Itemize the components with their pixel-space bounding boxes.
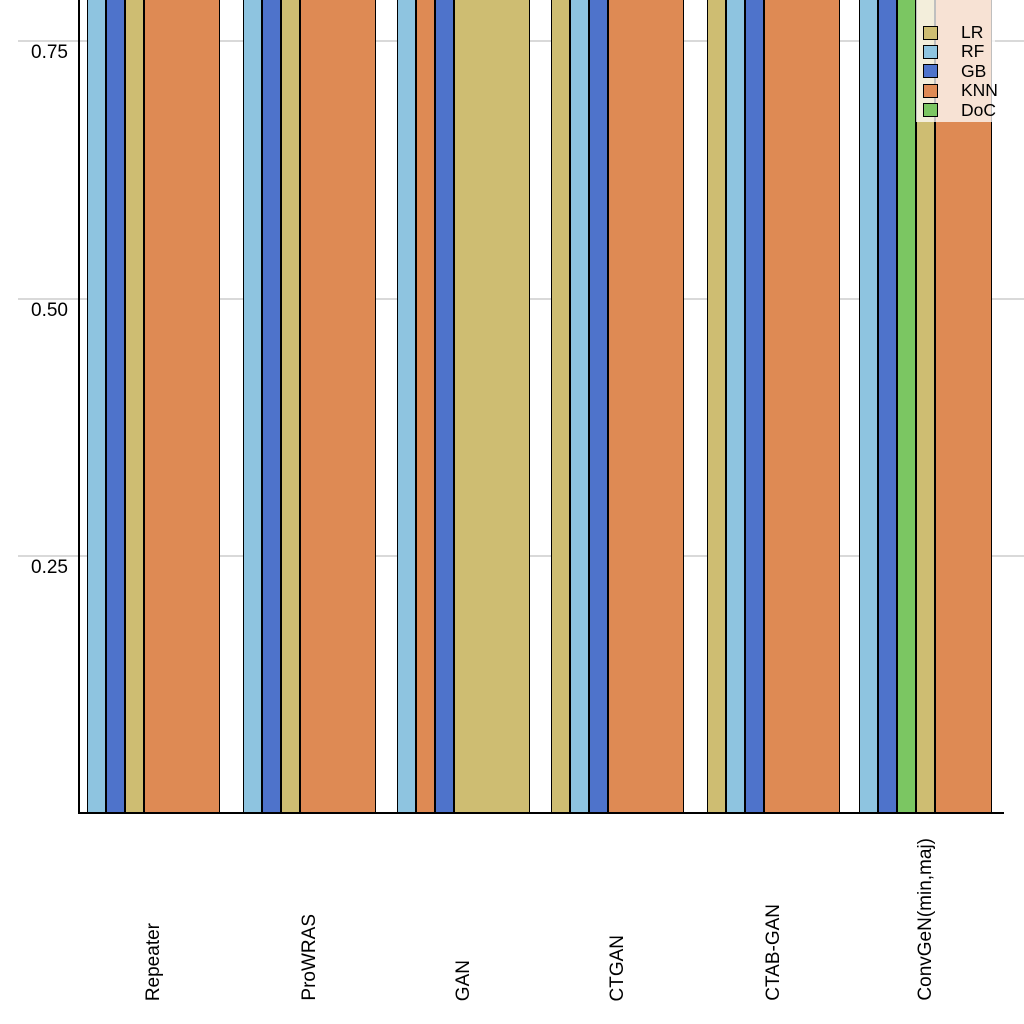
x-category-label-GAN: GAN (452, 959, 474, 1001)
x-category-label-CTAB-GAN: CTAB-GAN (762, 904, 784, 1001)
legend-label: RF (961, 41, 985, 62)
bar-Repeater-KNN (144, 0, 220, 813)
bar-ConvGeN(min,maj)-RF (859, 0, 878, 813)
legend-row-LR: LR (916, 23, 995, 42)
bar-Repeater-GB (106, 0, 125, 813)
bar-CTGAN-LR (551, 0, 570, 813)
bar-ProWRAS-KNN (300, 0, 376, 813)
legend-label: DoC (961, 99, 997, 120)
legend-key-swatch-RF (923, 45, 938, 60)
legend-key-swatch-LR (923, 25, 938, 40)
bar-Repeater-LR (125, 0, 144, 813)
legend-row-GB: GB (916, 62, 995, 81)
bar-GAN-GB (435, 0, 454, 813)
legend-row-KNN: KNN (916, 80, 998, 101)
legend-key-swatch-GB (923, 64, 938, 79)
legend-row-DoC: DoC (916, 99, 997, 120)
bar-ProWRAS-RF (243, 0, 262, 813)
bar-GAN-KNN (416, 0, 435, 813)
bar-CTGAN-GB (589, 0, 608, 813)
bar-GAN-RF (397, 0, 416, 813)
legend: LR RF GB KNN DoC (916, 0, 998, 122)
x-category-label-CTGAN: CTGAN (606, 934, 628, 1002)
bar-CTAB-GAN-KNN (764, 0, 840, 813)
bar-CTGAN-KNN (608, 0, 684, 813)
bar-ConvGeN(min,maj)-GB (878, 0, 897, 813)
legend-row-RF: RF (916, 42, 995, 61)
bar-ConvGeN(min,maj)-DoC (897, 0, 916, 813)
y-axis-line (78, 0, 80, 813)
y-tick-label: 0.75 (31, 42, 68, 63)
bar-ProWRAS-GB (262, 0, 281, 813)
x-category-label-ProWRAS: ProWRAS (298, 914, 320, 1001)
bar-CTAB-GAN-GB (745, 0, 764, 813)
legend-label: KNN (961, 80, 998, 101)
x-category-label-ConvGeN(min,maj): ConvGeN(min,maj) (914, 838, 936, 1001)
bar-CTGAN-RF (570, 0, 589, 813)
x-category-label-Repeater: Repeater (142, 922, 164, 1001)
y-tick-label: 0.25 (31, 557, 68, 578)
legend-label: LR (961, 21, 984, 42)
legend-key-swatch-KNN (923, 83, 938, 98)
bar-GAN-LR (454, 0, 530, 813)
bar-ConvGeN(min,maj)-KNN (935, 0, 992, 813)
bar-CTAB-GAN-RF (726, 0, 745, 813)
x-axis-line (78, 812, 1004, 814)
legend-label: GB (961, 60, 987, 81)
legend-key-swatch-DoC (923, 103, 938, 118)
bar-ProWRAS-LR (281, 0, 300, 813)
bar-Repeater-RF (87, 0, 106, 813)
y-tick-label: 0.50 (31, 300, 68, 321)
bar-CTAB-GAN-LR (707, 0, 726, 813)
